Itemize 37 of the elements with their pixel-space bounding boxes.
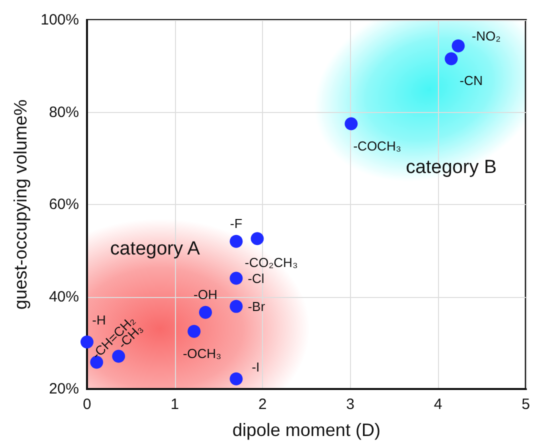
x-tick-label: 1 — [170, 396, 179, 413]
data-label: -I — [252, 359, 260, 374]
point — [452, 39, 465, 52]
data-label: -OCH₃ — [182, 346, 222, 361]
point — [80, 335, 94, 348]
point — [198, 306, 212, 319]
x-tick-label: 3 — [346, 396, 354, 413]
data-label: -NO₂ — [472, 28, 501, 44]
point — [230, 234, 243, 248]
point — [230, 272, 243, 285]
y-tick-label: 80% — [48, 104, 79, 121]
data-label: -CO₂CH₃ — [244, 255, 298, 270]
annotation: category B — [406, 157, 497, 178]
point — [230, 372, 243, 386]
x-tick-label: 5 — [522, 396, 530, 413]
point — [230, 300, 243, 313]
point — [444, 52, 458, 66]
y-axis-title: guest-occupying volume% — [10, 99, 31, 310]
data-label: -OH — [194, 286, 218, 302]
point — [250, 232, 264, 246]
y-tick-label: 40% — [48, 288, 79, 306]
x-axis-title: dipole moment (D) — [232, 420, 380, 440]
data-label: -COCH₃ — [353, 138, 402, 154]
y-tick-label: 100% — [40, 12, 79, 28]
annotation: category A — [110, 238, 200, 260]
x-tick-label: 2 — [258, 396, 267, 413]
y-tick-label: 20% — [48, 380, 79, 398]
data-label: -F — [230, 216, 242, 231]
point — [188, 324, 201, 338]
y-tick-label: 60% — [48, 196, 79, 213]
data-label: -CN — [460, 73, 483, 88]
data-label: -Br — [248, 298, 266, 314]
data-label: -Cl — [248, 270, 264, 286]
x-tick-label: 0 — [82, 396, 92, 413]
x-tick-label: 4 — [434, 396, 442, 413]
point — [90, 356, 104, 369]
point — [344, 117, 358, 130]
